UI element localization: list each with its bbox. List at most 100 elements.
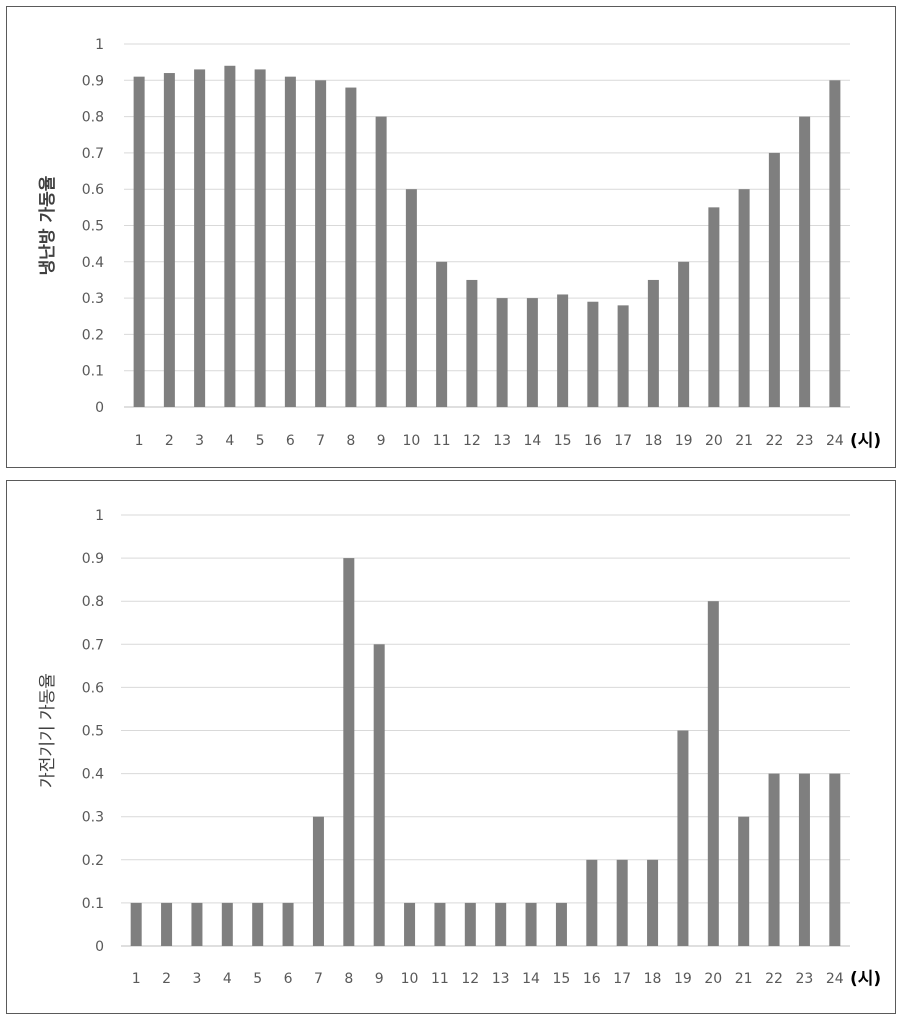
x-tick-label: 6 (286, 433, 295, 449)
y-tick-label: 0.6 (82, 680, 104, 696)
y-tick-label: 0.5 (82, 219, 104, 235)
x-tick-label: 10 (401, 971, 419, 987)
y-tick-label: 0 (95, 939, 104, 955)
x-tick-label: 12 (463, 433, 481, 449)
bar-hour-6 (282, 902, 294, 946)
x-tick-label: 22 (765, 971, 783, 987)
x-tick-label: 9 (375, 971, 384, 987)
x-tick-label: 1 (132, 971, 141, 987)
x-tick-label: 13 (492, 971, 510, 987)
bar-hour-15 (557, 294, 569, 407)
bar-hour-22 (768, 152, 780, 407)
bar-hour-9 (375, 116, 387, 407)
x-tick-label: 21 (735, 971, 753, 987)
x-tick-label: 18 (644, 971, 662, 987)
bar-hour-20 (707, 601, 719, 946)
x-tick-label: 3 (195, 433, 204, 449)
y-tick-label: 0.7 (82, 637, 104, 653)
y-tick-label: 0.9 (82, 551, 104, 567)
bar-hour-10 (405, 189, 417, 407)
x-tick-label: 12 (461, 971, 479, 987)
bar-hour-1 (133, 76, 145, 408)
bar-hour-5 (254, 69, 266, 407)
hvac-chart-panel: 0 0.1 0.2 0.3 0.4 0.5 0.6 0.7 0.8 0.9 1 1 2 3 4 5 6 7 8 9 10… (6, 6, 896, 468)
x-tick-label: 24 (826, 433, 844, 449)
x-tick-label: 15 (553, 971, 571, 987)
x-tick-label: 4 (225, 433, 234, 449)
x-tick-label: 14 (523, 433, 541, 449)
x-tick-label: 23 (796, 971, 814, 987)
x-tick-label: 8 (346, 433, 355, 449)
y-tick-label: 0.8 (82, 110, 104, 126)
x-tick-label: 2 (165, 433, 174, 449)
bar-hour-2 (163, 73, 175, 407)
y-tick-label: 0.1 (82, 364, 104, 380)
x-tick-label: 16 (584, 433, 602, 449)
bar-hour-16 (586, 859, 598, 946)
x-tick-label: 6 (284, 971, 293, 987)
x-tick-label: 5 (253, 971, 262, 987)
bar-hour-19 (678, 261, 690, 407)
bar-hour-11 (434, 902, 446, 946)
bar-hour-14 (526, 298, 538, 407)
bar-hour-14 (525, 902, 537, 946)
x-tick-label: 21 (735, 433, 753, 449)
bar-hour-22 (768, 773, 780, 946)
y-tick-label: 0.3 (82, 291, 104, 307)
x-tick-label: 5 (256, 433, 265, 449)
bar-hour-7 (312, 816, 324, 946)
y-tick-label: 1 (95, 37, 104, 53)
bar-hour-19 (677, 730, 689, 946)
x-tick-label: 11 (433, 433, 451, 449)
y-tick-label: 0.9 (82, 73, 104, 89)
x-tick-label: 13 (493, 433, 511, 449)
x-tick-label: 4 (223, 971, 232, 987)
x-tick-label: 23 (796, 433, 814, 449)
bar-hour-13 (496, 298, 508, 407)
x-tick-label: 19 (674, 971, 692, 987)
bar-hour-24 (829, 773, 841, 946)
bar-hour-23 (798, 773, 810, 946)
x-tick-label: 2 (162, 971, 171, 987)
y-tick-label: 0.1 (82, 896, 104, 912)
y-tick-label: 0 (95, 400, 104, 416)
bar-hour-7 (315, 80, 327, 408)
x-tick-label: 19 (675, 433, 693, 449)
y-axis-label: 가전기기 가동율 (38, 673, 58, 788)
x-tick-label: 20 (704, 971, 722, 987)
bar-hour-8 (343, 558, 355, 946)
bar-hour-5 (252, 902, 264, 946)
bar-hour-8 (345, 87, 357, 407)
hvac-chart: 00.10.20.30.40.50.60.70.80.911 2 3 4 5 6 7 8 9 10… (38, 37, 881, 451)
x-tick-label: 11 (431, 971, 449, 987)
bar-hour-13 (495, 902, 507, 946)
bar-hour-6 (284, 76, 296, 408)
y-tick-label: 0.2 (82, 327, 104, 343)
x-tick-label: 17 (614, 433, 632, 449)
bar-hour-12 (464, 902, 476, 946)
bar-hour-18 (647, 859, 659, 946)
y-tick-label: 0.4 (82, 767, 104, 783)
bar-hour-2 (161, 902, 173, 946)
bar-hour-18 (647, 279, 659, 407)
bar-hour-15 (555, 902, 567, 946)
x-tick-label: 8 (344, 971, 353, 987)
bar-hour-11 (436, 261, 448, 407)
bar-hour-3 (194, 69, 206, 407)
bar-hour-10 (404, 902, 416, 946)
x-tick-label: 10 (402, 433, 420, 449)
bar-hour-17 (617, 305, 629, 407)
y-tick-label: 0.7 (82, 146, 104, 162)
y-axis-label: 냉난방 가동율 (38, 175, 58, 275)
bar-hour-16 (587, 301, 599, 407)
bar-hour-23 (799, 116, 811, 407)
x-tick-label: 17 (613, 971, 631, 987)
bar-hour-17 (616, 859, 628, 946)
y-tick-label: 0.2 (82, 853, 104, 869)
bar-hour-1 (130, 902, 142, 946)
x-tick-label: 22 (765, 433, 783, 449)
bar-hour-4 (221, 902, 233, 946)
x-tick-label: 1 (135, 433, 144, 449)
y-tick-label: 1 (95, 508, 104, 524)
bar-hour-24 (829, 80, 841, 408)
